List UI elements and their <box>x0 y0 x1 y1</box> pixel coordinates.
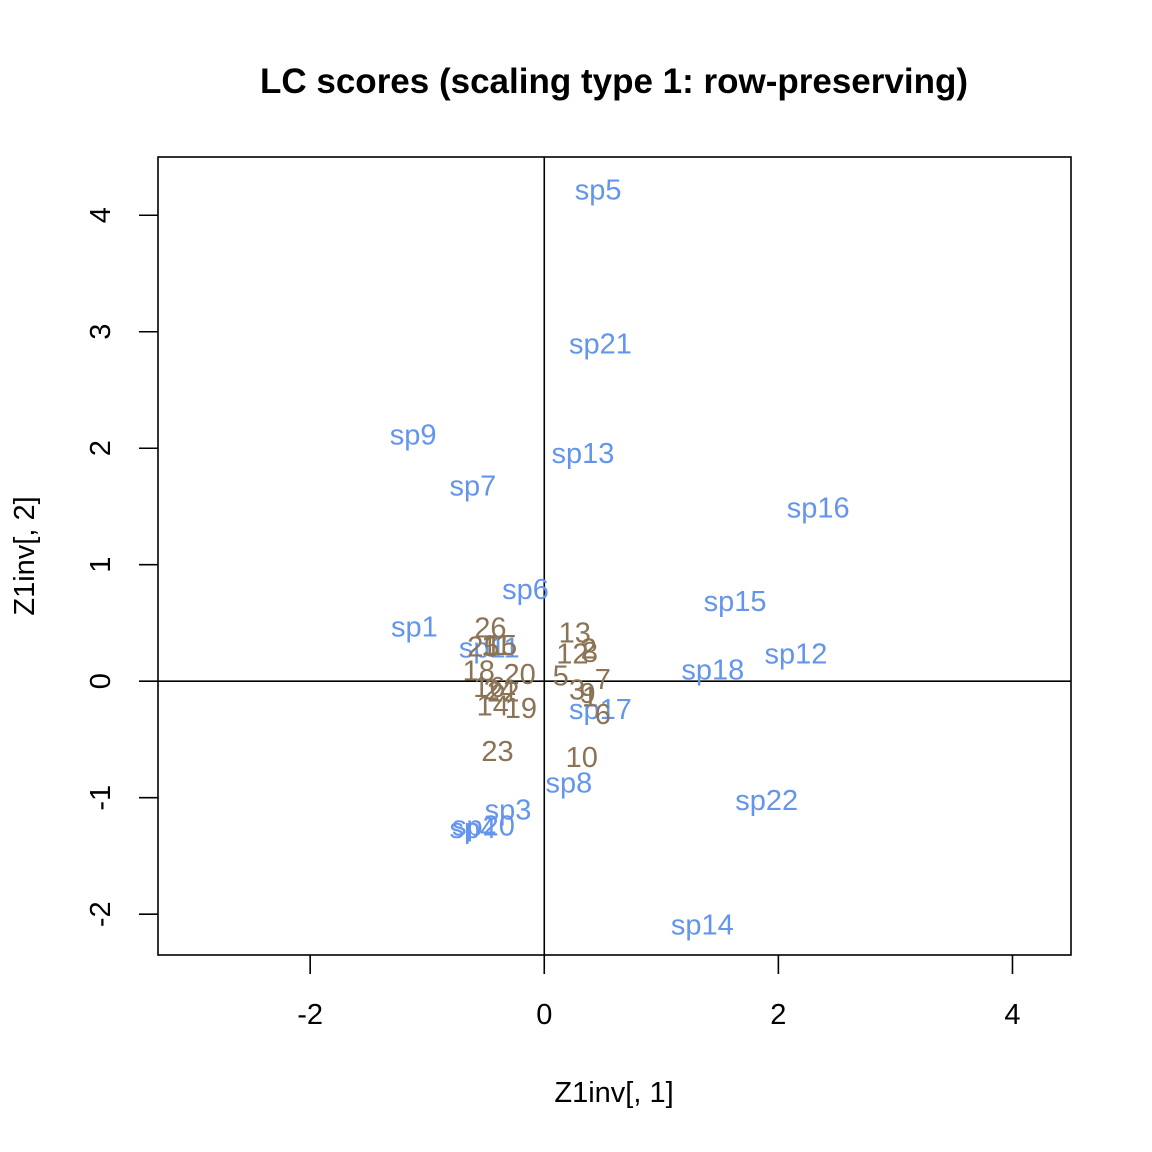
site-point-10: 10 <box>566 742 598 774</box>
site-point-9: 9 <box>580 678 596 710</box>
site-point-5: 5 <box>553 660 569 692</box>
x-tick-label: -2 <box>297 999 323 1031</box>
x-tick-label: 4 <box>1004 999 1020 1031</box>
species-point-sp15: sp15 <box>704 586 767 618</box>
x-tick-label: 2 <box>770 999 786 1031</box>
species-labels: sp5 sp21 sp9 sp13 sp7 sp16 sp6 sp15 sp1 sp11 sp12 s… <box>390 175 850 942</box>
site-point-3: 3 <box>569 674 585 706</box>
species-point-sp8: sp8 <box>545 768 592 800</box>
species-point-sp5: sp5 <box>575 175 622 207</box>
site-point-22: 22 <box>487 677 519 709</box>
site-point-26: 26 <box>474 613 506 645</box>
site-point-7: 7 <box>595 664 611 696</box>
species-point-sp21: sp21 <box>569 328 632 360</box>
site-point-25: 25 <box>467 631 499 663</box>
y-tick-label: -1 <box>85 785 117 811</box>
site-point-15: 15 <box>485 630 517 662</box>
species-point-sp3: sp3 <box>485 794 532 826</box>
y-tick-label: 1 <box>85 557 117 573</box>
site-point-11: 11 <box>481 630 511 662</box>
site-point-12: 12 <box>556 638 588 670</box>
species-point-sp22: sp22 <box>735 785 798 817</box>
species-point-sp4: sp4 <box>449 813 496 845</box>
site-point-24: 24 <box>484 674 516 706</box>
species-point-sp1: sp1 <box>391 611 438 643</box>
x-axis-label: Z1inv[, 1] <box>554 1077 673 1109</box>
site-point-2: 2 <box>581 634 597 666</box>
species-point-sp18: sp18 <box>681 655 744 687</box>
species-point-sp13: sp13 <box>551 438 614 470</box>
y-tick-label: 3 <box>85 324 117 340</box>
species-point-sp16: sp16 <box>787 493 850 525</box>
species-point-sp7: sp7 <box>449 471 496 503</box>
chart-title: LC scores (scaling type 1: row-preservin… <box>260 62 968 101</box>
site-point-6: 6 <box>595 699 611 731</box>
site-point-13: 13 <box>559 617 591 649</box>
y-tick-label: 2 <box>85 440 117 456</box>
y-tick-label: 0 <box>85 673 117 689</box>
site-point-8: 8 <box>582 637 598 669</box>
x-axis: -2 0 2 4 <box>297 955 1021 1031</box>
x-tick-label: 0 <box>536 999 552 1031</box>
species-point-sp11: sp11 <box>459 632 520 664</box>
site-point-16: 16 <box>473 672 505 704</box>
y-axis-label: Z1inv[, 2] <box>9 496 41 615</box>
y-tick-label: 4 <box>85 207 117 223</box>
site-point-14: 14 <box>477 691 509 723</box>
species-point-sp9: sp9 <box>390 419 437 451</box>
site-point-18: 18 <box>463 656 495 688</box>
site-point-19: 19 <box>505 693 537 725</box>
species-point-sp20: sp20 <box>452 811 515 843</box>
species-point-sp6: sp6 <box>502 574 549 606</box>
site-point-23: 23 <box>481 736 513 768</box>
y-tick-label: -2 <box>85 901 117 927</box>
site-point-20: 20 <box>504 659 536 691</box>
y-axis: -2 -1 0 1 2 3 4 <box>85 207 158 927</box>
site-point-1: 1 <box>582 681 598 713</box>
plot-frame <box>157 156 1072 956</box>
plot-area: sp5 sp21 sp9 sp13 sp7 sp16 sp6 sp15 sp1 sp11 sp12 s… <box>157 156 1072 956</box>
species-point-sp12: sp12 <box>764 638 827 670</box>
species-point-sp14: sp14 <box>671 910 734 942</box>
species-point-sp17: sp17 <box>569 694 632 726</box>
